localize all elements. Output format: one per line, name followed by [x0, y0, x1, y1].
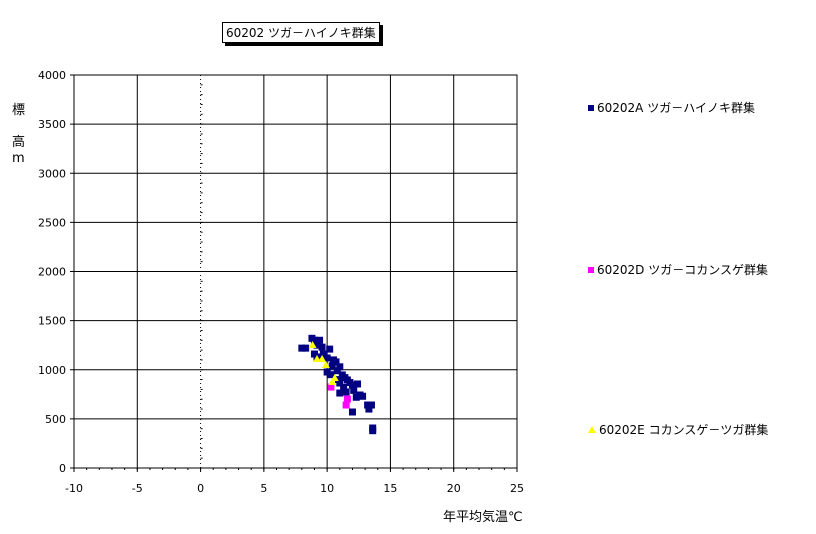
legend-marker-square-icon [588, 104, 594, 111]
data-point-series-0 [352, 393, 360, 401]
legend-item-a: 60202A ツガ－ハイノキ群集 [588, 99, 755, 116]
data-point-series-2 [313, 354, 322, 362]
data-point-series-0 [327, 371, 335, 379]
data-point-series-0 [348, 408, 356, 416]
data-point-series-0 [310, 336, 318, 344]
legend-marker-square-icon [588, 266, 594, 273]
data-point-series-0 [348, 381, 356, 389]
data-point-series-0 [323, 354, 331, 362]
y-axis-label-2: 高 [12, 135, 26, 150]
data-point-series-0 [332, 358, 340, 366]
data-point-series-0 [319, 350, 327, 358]
data-point-series-0 [326, 345, 334, 353]
data-point-series-0 [298, 344, 306, 352]
data-point-series-2 [308, 340, 317, 348]
legend-marker-triangle-icon [588, 426, 596, 433]
legend-label: 60202E コカンスゲ－ツガ群集 [599, 423, 769, 437]
x-tick-label: -5 [132, 482, 143, 495]
legend-label: 60202D ツガ－コカンスゲ群集 [597, 263, 768, 277]
x-tick-label: 0 [197, 482, 204, 495]
x-tick-label: 15 [383, 482, 397, 495]
data-point-series-1 [342, 401, 350, 409]
y-tick-label: 4000 [38, 69, 66, 82]
data-point-series-0 [328, 362, 336, 370]
data-point-series-0 [302, 344, 310, 352]
legend-item-d: 60202D ツガ－コカンスゲ群集 [588, 261, 768, 278]
y-tick-label: 500 [45, 413, 66, 426]
data-point-series-0 [364, 401, 372, 409]
y-tick-label: 1500 [38, 315, 66, 328]
data-point-series-0 [350, 386, 358, 394]
data-point-series-0 [342, 388, 350, 396]
data-point-series-0 [367, 401, 375, 409]
x-tick-label: 5 [260, 482, 267, 495]
data-point-series-0 [316, 336, 324, 344]
y-tick-label: 2500 [38, 216, 66, 229]
y-tick-label: 3500 [38, 118, 66, 131]
data-point-series-0 [333, 367, 341, 375]
data-point-series-2 [321, 361, 330, 369]
y-tick-label: 0 [59, 462, 66, 475]
y-tick-label: 1000 [38, 364, 66, 377]
x-axis-label: 年平均気温℃ [443, 510, 523, 525]
y-tick-label: 2000 [38, 266, 66, 279]
legend-item-e: 60202E コカンスゲ－ツガ群集 [588, 421, 768, 438]
plot-area [73, 74, 518, 469]
y-axis-label-1: 標 [12, 103, 26, 118]
data-point-series-1 [343, 395, 351, 403]
y-axis-label-3: m [12, 151, 25, 166]
data-point-series-0 [336, 363, 344, 371]
legend-label: 60202A ツガ－ハイノキ群集 [597, 101, 755, 115]
data-point-series-0 [365, 405, 373, 413]
data-point-series-0 [359, 392, 367, 400]
x-tick-label: 25 [510, 482, 524, 495]
x-tick-label: 20 [447, 482, 461, 495]
data-point-series-0 [323, 368, 331, 376]
data-point-series-0 [340, 383, 348, 391]
data-point-series-0 [318, 343, 326, 351]
data-point-series-1 [327, 383, 335, 391]
data-point-series-0 [313, 341, 321, 349]
x-tick-label: 10 [320, 482, 334, 495]
data-point-series-0 [336, 379, 344, 387]
data-point-series-2 [328, 378, 337, 386]
data-point-series-0 [354, 380, 362, 388]
data-point-series-0 [369, 427, 377, 435]
y-tick-label: 3000 [38, 167, 66, 180]
x-tick-label: -10 [65, 482, 83, 495]
data-point-series-0 [336, 389, 344, 397]
data-point-series-2 [318, 354, 327, 362]
chart-title: 60202 ツガ－ハイノキ群集 [222, 22, 380, 43]
